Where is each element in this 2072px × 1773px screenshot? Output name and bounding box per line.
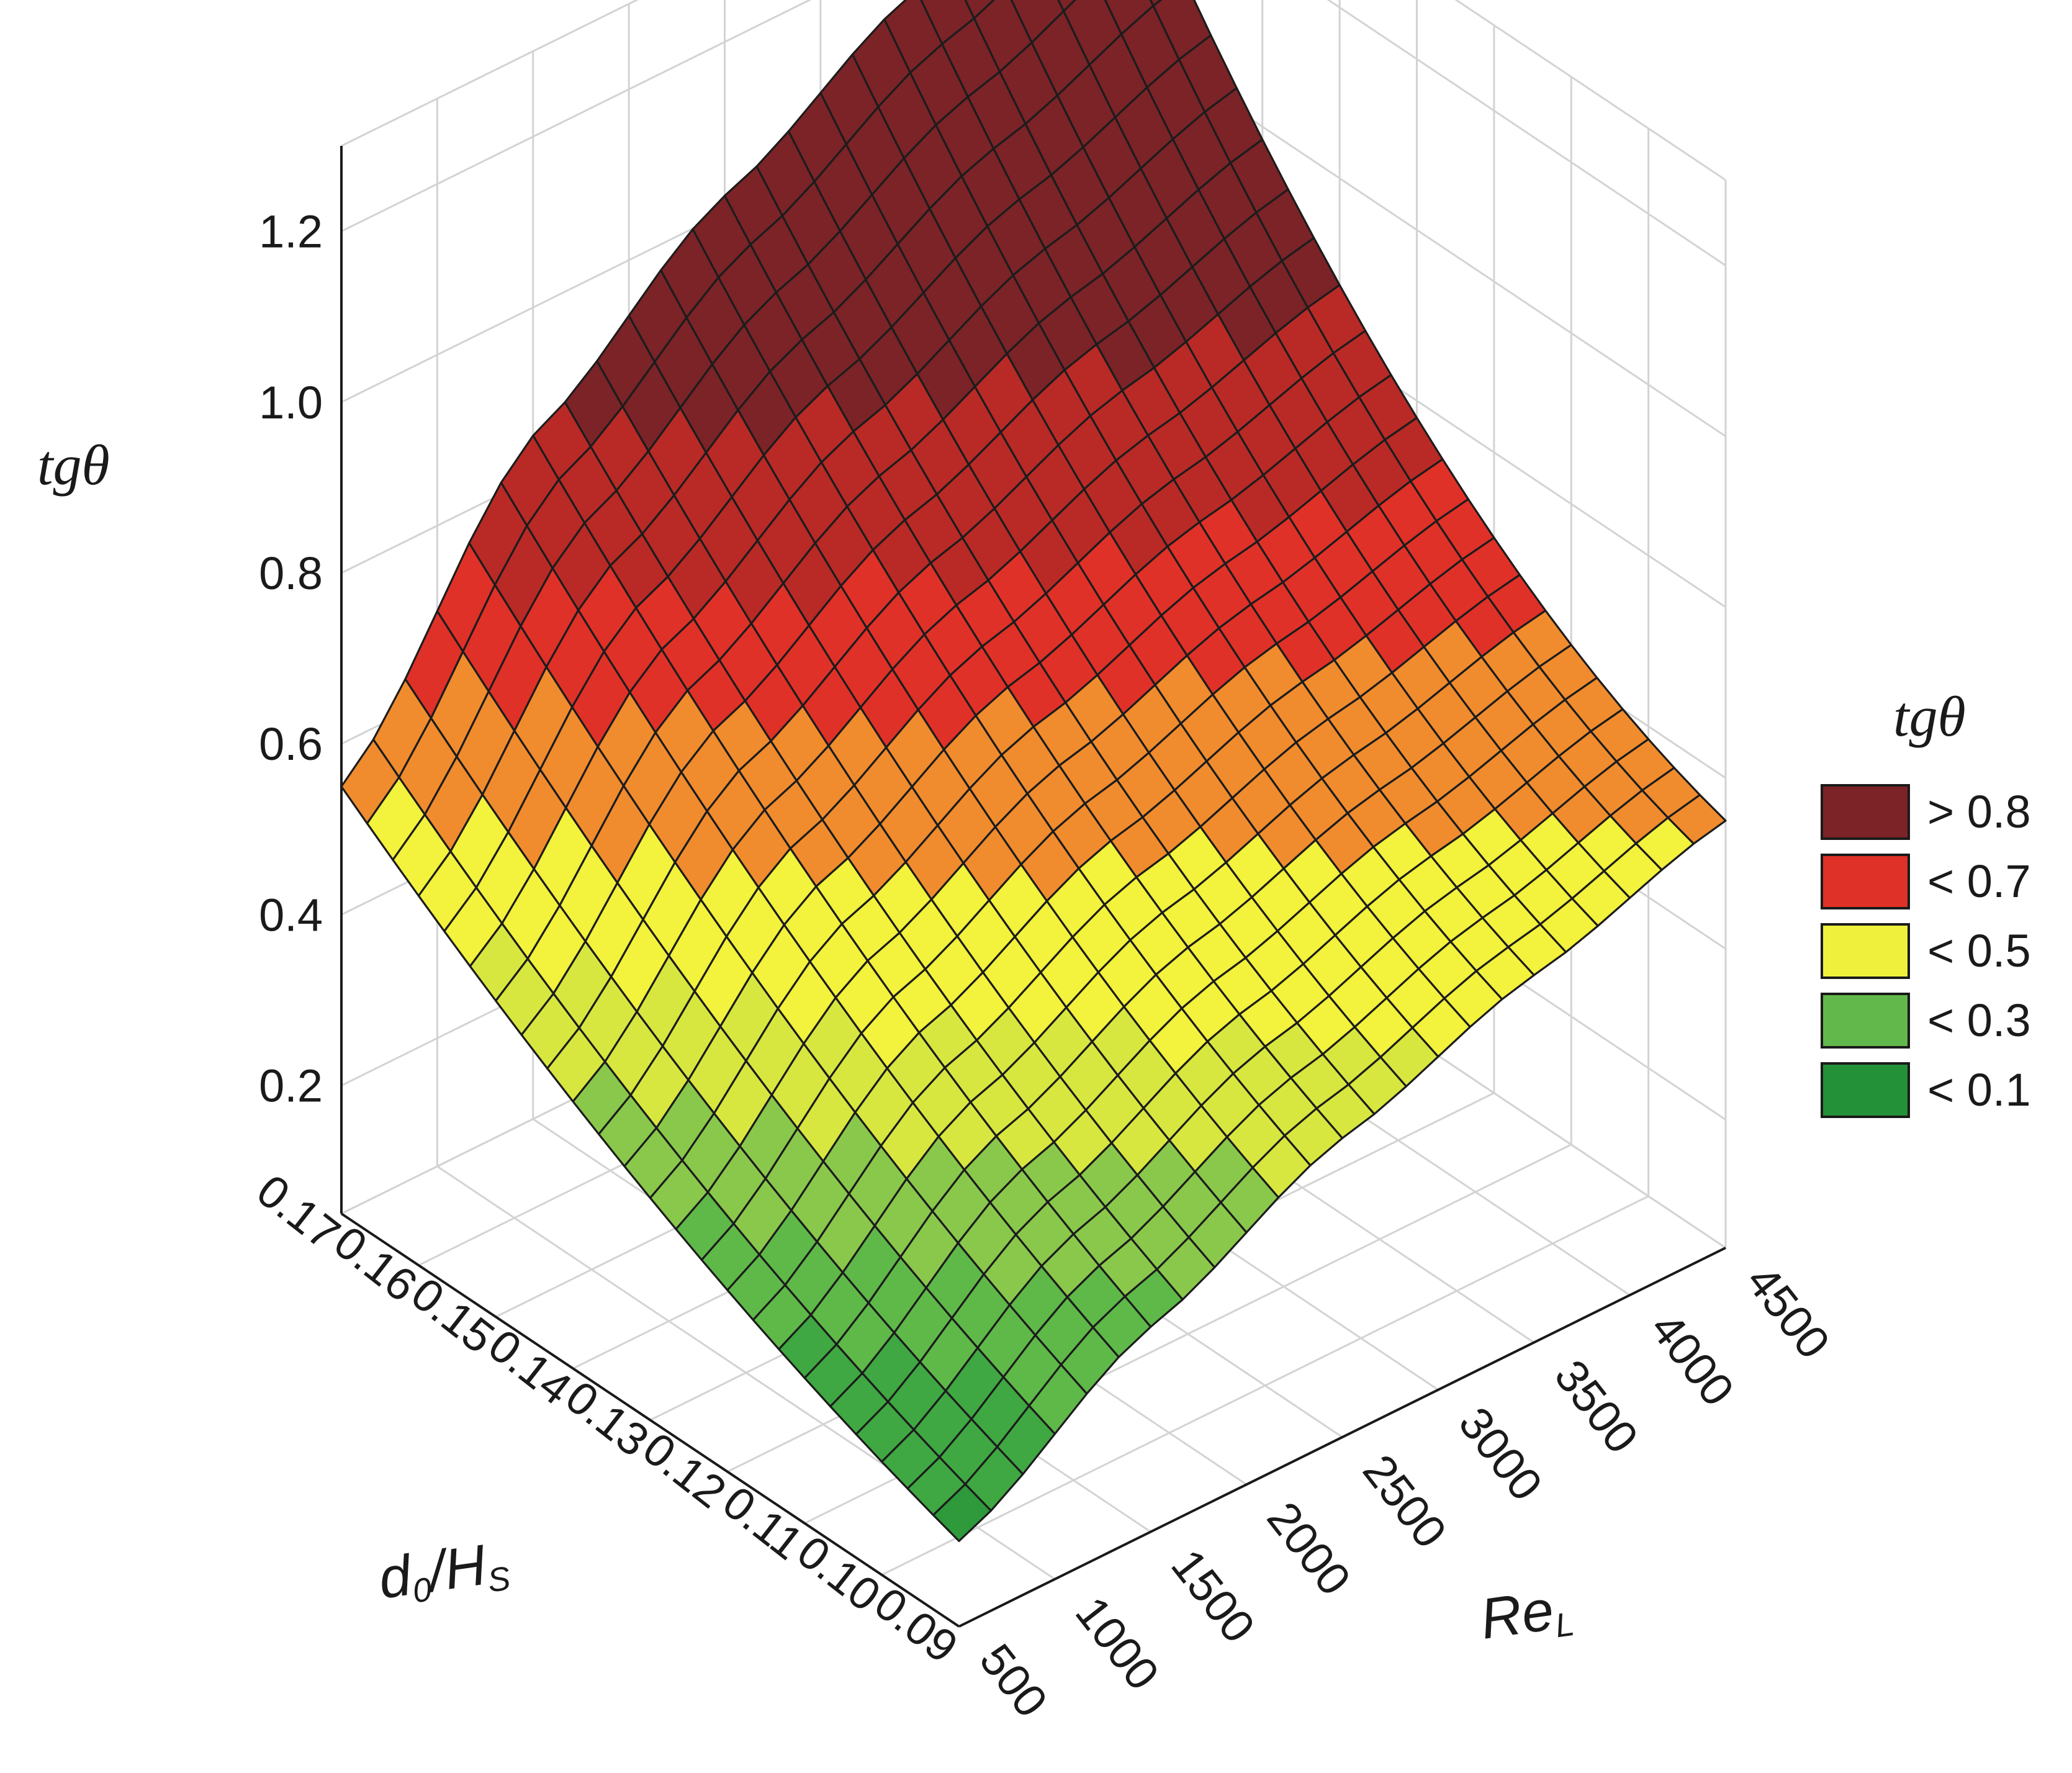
grid-line-z-side — [1327, 0, 1726, 266]
legend-swatch — [1821, 784, 1910, 840]
legend-swatch — [1821, 923, 1910, 979]
x-tick-label: 1500 — [1161, 1540, 1265, 1652]
x-tick-label: 4500 — [1736, 1256, 1840, 1368]
y-axis-title: d0/HS — [375, 1530, 513, 1615]
legend-label: > 0.8 — [1927, 786, 2031, 837]
legend-label: < 0.5 — [1927, 925, 2031, 977]
z-tick-label: 0.2 — [259, 1060, 323, 1112]
grid-line-z-back — [341, 0, 812, 232]
legend-item: < 0.7 — [1821, 854, 2031, 909]
legend-item: < 0.5 — [1821, 923, 2031, 979]
z-tick-label: 0.4 — [259, 889, 323, 941]
y-axis-line — [340, 1212, 960, 1628]
z-tick-label: 1.2 — [259, 206, 323, 258]
grid-line-z-back — [341, 0, 639, 147]
legend-swatch — [1821, 854, 1910, 909]
x-tick-label: 4000 — [1641, 1303, 1744, 1415]
axes — [340, 146, 1726, 1628]
z-axis-title: tgθ — [37, 433, 110, 497]
x-tick-label: 2000 — [1258, 1492, 1361, 1605]
grid-line-floor-dh — [881, 1195, 1649, 1576]
x-tick-label: 3000 — [1449, 1398, 1552, 1510]
surface-mesh — [340, 0, 1727, 1542]
surface-cell — [932, 1483, 993, 1542]
x-axis-line — [958, 1247, 1726, 1628]
legend-swatch — [1821, 993, 1910, 1049]
legend-label: < 0.1 — [1927, 1064, 2031, 1116]
x-tick-label: 500 — [970, 1635, 1057, 1726]
z-tick-label: 1.0 — [259, 377, 323, 428]
x-tick-label: 1000 — [1066, 1587, 1169, 1700]
legend-swatch — [1821, 1062, 1910, 1118]
legend: tgθ > 0.8 < 0.7 < 0.5 < 0.3 < 0.1 — [1821, 685, 2031, 1118]
x-tick-label: 3500 — [1545, 1350, 1649, 1463]
legend-item: < 0.3 — [1821, 993, 2031, 1049]
z-tick-label: 0.8 — [259, 548, 323, 599]
legend-label: < 0.3 — [1927, 995, 2031, 1046]
legend-item: > 0.8 — [1821, 784, 2031, 840]
x-tick-label: 2500 — [1353, 1445, 1457, 1558]
grid-line-z-side — [1454, 0, 1726, 181]
x-axis-title: ReL — [1477, 1576, 1577, 1654]
z-tick-label: 0.6 — [259, 718, 323, 770]
legend-item: < 0.1 — [1821, 1062, 2031, 1118]
legend-label: < 0.7 — [1927, 855, 2031, 907]
legend-title: tgθ — [1893, 685, 1966, 748]
